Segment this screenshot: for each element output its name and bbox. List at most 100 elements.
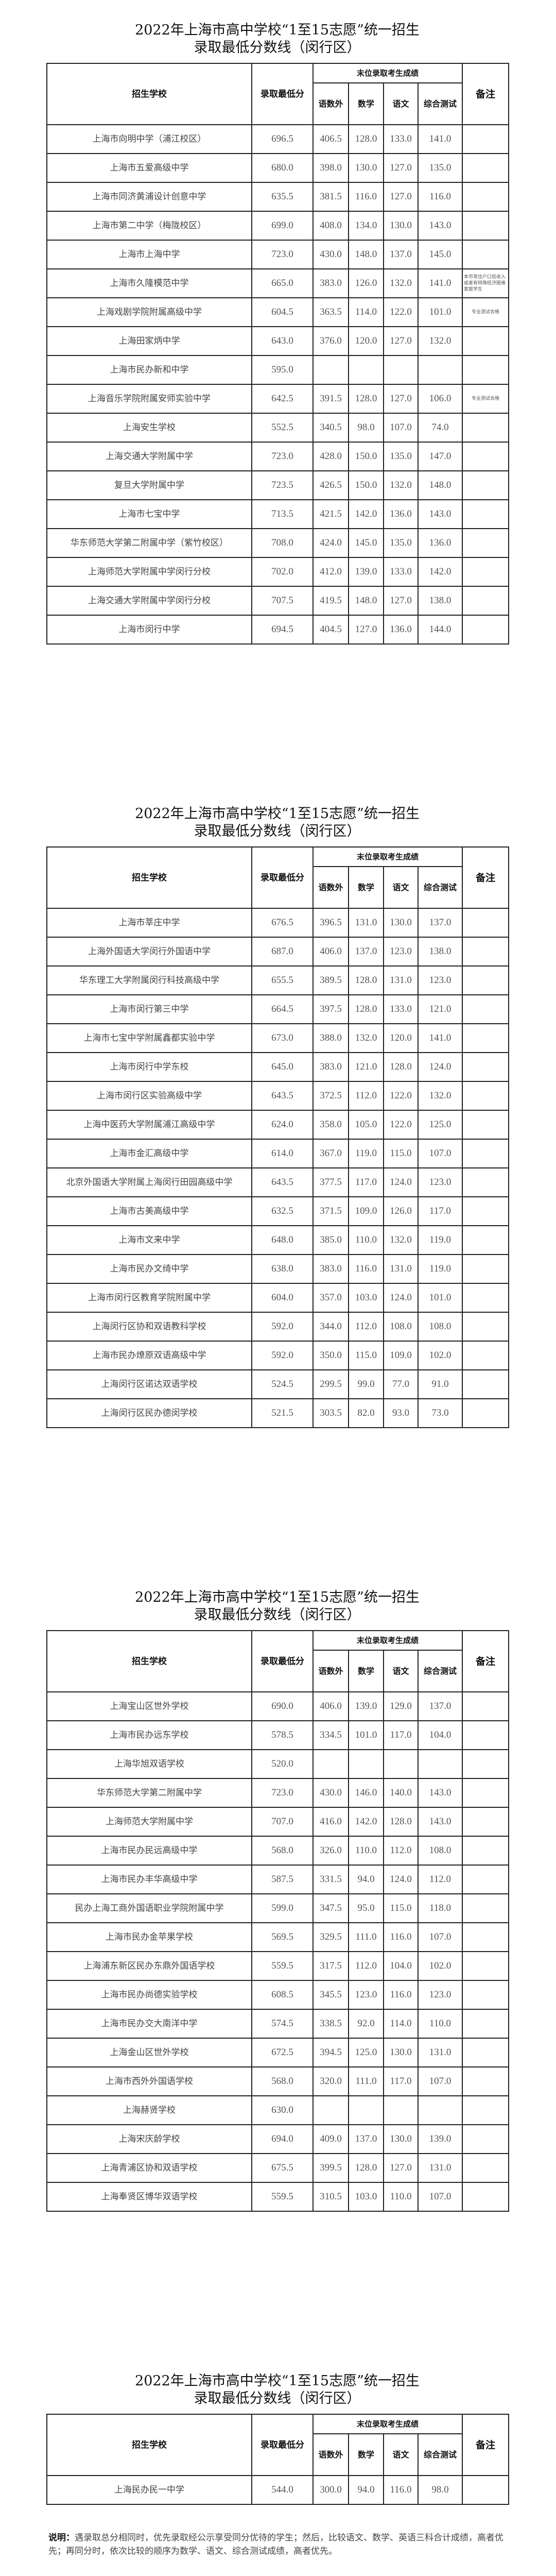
min-score: 604.0 bbox=[251, 1283, 314, 1313]
chinese-score: 109.0 bbox=[383, 1341, 419, 1370]
school-name: 上海市西外外国语学校 bbox=[46, 2066, 252, 2096]
table-row: 上海市文来中学 648.0 385.0 110.0 132.0 119.0 bbox=[46, 1225, 510, 1255]
min-score: 702.0 bbox=[251, 557, 314, 587]
school-name: 上海师范大学附属中学 bbox=[46, 1807, 252, 1837]
header-remark: 备注 bbox=[462, 1630, 510, 1692]
min-score: 655.5 bbox=[251, 965, 314, 995]
chinese-score: 130.0 bbox=[383, 908, 419, 938]
school-name: 上海市金汇高级中学 bbox=[46, 1139, 252, 1168]
math-score: 116.0 bbox=[348, 182, 384, 212]
remark bbox=[462, 586, 510, 616]
remark bbox=[462, 182, 510, 212]
title-line-2: 录取最低分数线（闵行区） bbox=[194, 823, 361, 839]
table-row: 上海青浦区协和双语学校 675.5 399.5 128.0 127.0 131.0 bbox=[46, 2153, 510, 2183]
school-name: 上海市民办尚德实验学校 bbox=[46, 1980, 252, 2010]
math-score: 128.0 bbox=[348, 384, 384, 414]
school-name: 民办上海工商外国语职业学院附属中学 bbox=[46, 1893, 252, 1923]
total3-score: 326.0 bbox=[312, 1836, 349, 1866]
total3-score: 310.5 bbox=[312, 2182, 349, 2212]
table-row: 上海市久隆模范中学 665.0 383.0 126.0 132.0 141.0 本市常住户口… bbox=[46, 268, 510, 298]
title-line-1: 2022年上海市高中学校“1至15志愿”统一招生 bbox=[135, 1589, 420, 1605]
math-score: 134.0 bbox=[348, 211, 384, 241]
remark bbox=[462, 240, 510, 269]
remark bbox=[462, 1893, 510, 1923]
title-line-2: 录取最低分数线（闵行区） bbox=[194, 1607, 361, 1623]
table-row: 上海市民办丰华高级中学 587.5 331.5 94.0 124.0 112.0 bbox=[46, 1865, 510, 1894]
remark bbox=[462, 1283, 510, 1313]
table-row: 上海闵行区民办德闵学校 521.5 303.5 82.0 93.0 73.0 bbox=[46, 1398, 510, 1428]
remark bbox=[462, 1865, 510, 1894]
min-score: 559.5 bbox=[251, 1951, 314, 1981]
school-name: 上海市民办远东学校 bbox=[46, 1720, 252, 1750]
math-score: 128.0 bbox=[348, 994, 384, 1024]
total3-score bbox=[312, 1749, 349, 1779]
school-name: 上海市民办燎原双语高级中学 bbox=[46, 1341, 252, 1370]
table-row: 北京外国语大学附属上海闵行田园高级中学 643.5 377.5 117.0 124.0 1… bbox=[46, 1167, 510, 1197]
table-row: 上海市莘庄中学 676.5 396.5 131.0 130.0 137.0 bbox=[46, 908, 510, 938]
math-score: 115.0 bbox=[348, 1341, 384, 1370]
min-score: 680.0 bbox=[251, 153, 314, 183]
table-row: 上海市西外外国语学校 568.0 320.0 111.0 117.0 107.0 bbox=[46, 2066, 510, 2096]
comprehensive-score: 138.0 bbox=[417, 937, 463, 967]
comprehensive-score: 74.0 bbox=[417, 413, 463, 443]
total3-score: 430.0 bbox=[312, 240, 349, 269]
min-score: 690.0 bbox=[251, 1691, 314, 1721]
subheader-row: 语数外 数学 语文 综合测试 bbox=[47, 1650, 509, 1692]
remark bbox=[462, 1749, 510, 1779]
min-score: 675.5 bbox=[251, 2153, 314, 2183]
remark bbox=[462, 1341, 510, 1370]
total3-score bbox=[312, 355, 349, 385]
remark bbox=[462, 1225, 510, 1255]
chinese-score: 107.0 bbox=[383, 413, 419, 443]
table-row: 上海市民办远东学校 578.5 334.5 101.0 117.0 104.0 bbox=[46, 1720, 510, 1750]
total3-score: 357.0 bbox=[312, 1283, 349, 1313]
math-score: 139.0 bbox=[348, 1691, 384, 1721]
math-score: 105.0 bbox=[348, 1110, 384, 1140]
total3-score: 385.0 bbox=[312, 1225, 349, 1255]
total3-score: 344.0 bbox=[312, 1312, 349, 1342]
math-score: 110.0 bbox=[348, 1225, 384, 1255]
table-row: 上海闵行区诺达双语学校 524.5 299.5 99.0 77.0 91.0 bbox=[46, 1369, 510, 1399]
table-row: 复旦大学附属中学 723.5 426.5 150.0 132.0 148.0 bbox=[46, 470, 510, 500]
comprehensive-score: 143.0 bbox=[417, 1778, 463, 1808]
math-score: 128.0 bbox=[348, 2153, 384, 2183]
min-score: 524.5 bbox=[251, 1369, 314, 1399]
total3-score: 372.5 bbox=[312, 1081, 349, 1111]
school-name: 上海市久隆模范中学 bbox=[46, 268, 252, 298]
remark bbox=[462, 1951, 510, 1981]
remark bbox=[462, 615, 510, 645]
total3-score: 300.0 bbox=[312, 2475, 349, 2505]
school-name: 华东理工大学附属闵行科技高级中学 bbox=[46, 965, 252, 995]
score-table-section: 2022年上海市高中学校“1至15志愿”统一招生 录取最低分数线（闵行区） 招生学校… bbox=[46, 805, 510, 1428]
chinese-score: 122.0 bbox=[383, 297, 419, 327]
comprehensive-score: 141.0 bbox=[417, 124, 463, 154]
chinese-score: 135.0 bbox=[383, 442, 419, 471]
math-score: 114.0 bbox=[348, 297, 384, 327]
header-min-score: 录取最低分 bbox=[251, 846, 314, 909]
total3-score: 391.5 bbox=[312, 384, 349, 414]
total3-score: 350.0 bbox=[312, 1341, 349, 1370]
comprehensive-score: 131.0 bbox=[417, 2153, 463, 2183]
table-row: 上海民办民一中学 544.0 300.0 94.0 116.0 98.0 bbox=[46, 2475, 510, 2505]
min-score: 664.5 bbox=[251, 994, 314, 1024]
school-name: 上海戏剧学院附属高级中学 bbox=[46, 297, 252, 327]
chinese-score: 114.0 bbox=[383, 2009, 419, 2039]
table-row: 上海市闵行中学 694.5 404.5 127.0 136.0 144.0 bbox=[46, 615, 510, 645]
total3-score: 317.5 bbox=[312, 1951, 349, 1981]
chinese-score: 130.0 bbox=[383, 2124, 419, 2154]
school-name: 上海师范大学附属中学闵行分校 bbox=[46, 557, 252, 587]
min-score: 635.5 bbox=[251, 182, 314, 212]
comprehensive-score: 138.0 bbox=[417, 586, 463, 616]
header-school: 招生学校 bbox=[46, 846, 252, 909]
subheader-row: 语数外 数学 语文 综合测试 bbox=[47, 82, 509, 125]
chinese-score: 128.0 bbox=[383, 1052, 419, 1082]
min-score: 694.5 bbox=[251, 615, 314, 645]
school-name: 上海市上海中学 bbox=[46, 240, 252, 269]
score-table-section: 2022年上海市高中学校“1至15志愿”统一招生 录取最低分数线（闵行区） 招生学校… bbox=[46, 22, 510, 645]
table-row: 上海市民办民远高级中学 568.0 326.0 110.0 112.0 108.0 bbox=[46, 1836, 510, 1866]
comprehensive-score bbox=[417, 1749, 463, 1779]
total3-score: 426.5 bbox=[312, 470, 349, 500]
min-score: 592.0 bbox=[251, 1341, 314, 1370]
remark bbox=[462, 1139, 510, 1168]
math-score: 99.0 bbox=[348, 1369, 384, 1399]
